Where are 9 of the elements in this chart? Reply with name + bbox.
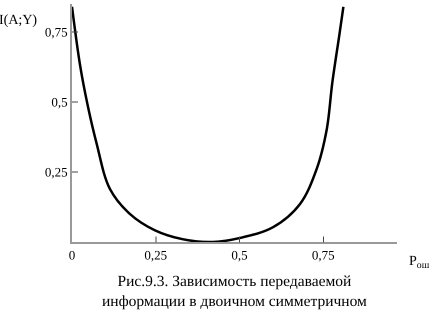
x-axis-title: P$_{ош}$ — [409, 254, 430, 271]
x-tick-label: 0,75 — [312, 247, 335, 262]
x-tick-label: 0,5 — [231, 247, 248, 262]
text: Рис.9.3. Зависимость передаваемой информации в двоичном симметричном — [102, 273, 368, 310]
y-tick-label: 0,25 — [44, 164, 68, 180]
x-tick-label: 0 — [68, 247, 76, 262]
y-tick-label: 0,75 — [44, 24, 68, 40]
x-tick-label: 0,25 — [144, 247, 168, 262]
y-tick-label: 0,5 — [51, 94, 68, 110]
